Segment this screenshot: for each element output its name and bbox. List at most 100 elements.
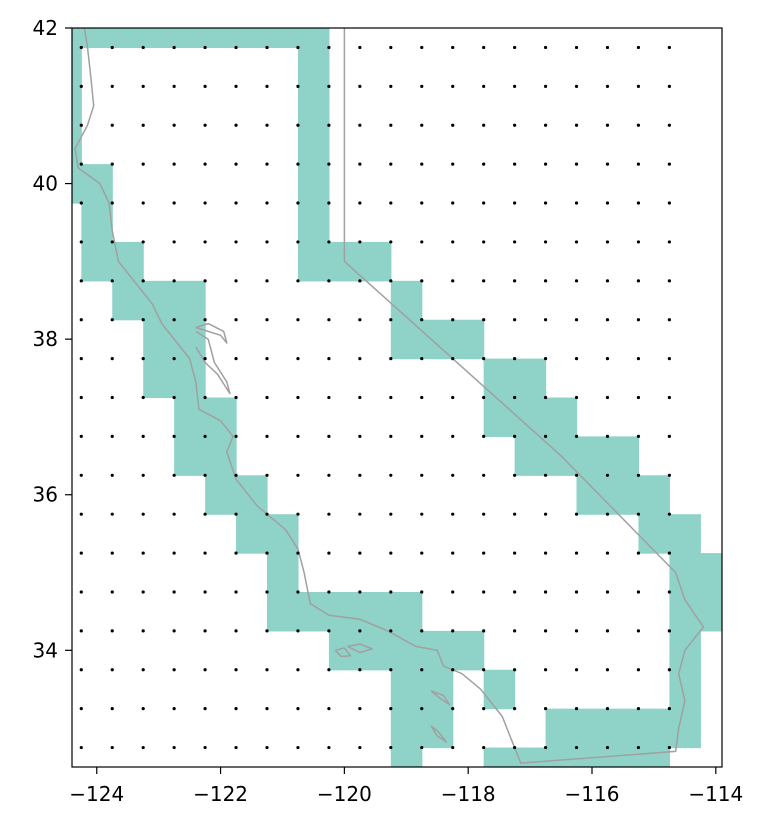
- highlighted-cells: [72, 28, 722, 767]
- grid-point: [420, 707, 424, 711]
- grid-point: [358, 45, 362, 50]
- grid-point: [203, 745, 207, 750]
- grid-cell: [390, 319, 423, 360]
- plot-area: [72, 28, 722, 767]
- grid-point: [265, 84, 269, 88]
- grid-point: [482, 201, 486, 205]
- grid-point: [420, 240, 424, 244]
- x-tick-label: −120: [317, 782, 372, 806]
- grid-point: [141, 279, 145, 283]
- grid-point: [327, 279, 331, 283]
- grid-point: [389, 162, 393, 166]
- grid-point: [110, 590, 114, 594]
- grid-cell: [390, 669, 423, 710]
- grid-cell: [421, 319, 454, 360]
- grid-point: [141, 318, 145, 322]
- grid-point: [296, 201, 300, 205]
- grid-point: [327, 707, 331, 711]
- grid-point: [482, 357, 486, 361]
- grid-point: [79, 668, 83, 672]
- grid-point: [513, 707, 517, 711]
- grid-point: [636, 629, 641, 633]
- grid-point: [110, 84, 114, 88]
- grid-point: [172, 395, 176, 400]
- grid-point: [543, 123, 548, 127]
- grid-point: [234, 318, 238, 322]
- grid-point: [203, 123, 207, 127]
- grid-point: [234, 512, 238, 516]
- x-axis: −124 −122 −120 −118 −116 −114: [69, 767, 743, 806]
- grid-point: [389, 357, 393, 361]
- grid-point: [574, 201, 579, 205]
- x-tick-label: −124: [69, 782, 124, 806]
- y-tick-label: 34: [33, 638, 58, 662]
- grid-point: [451, 240, 455, 244]
- grid-point: [389, 668, 393, 672]
- grid-point: [543, 707, 548, 711]
- grid-point: [667, 240, 671, 244]
- grid-point: [203, 279, 207, 283]
- grid-point: [451, 123, 455, 127]
- grid-point: [389, 45, 393, 50]
- x-tick-label: −122: [193, 782, 248, 806]
- grid-point: [636, 434, 641, 438]
- grid-point: [543, 473, 548, 477]
- grid-point: [513, 162, 517, 166]
- grid-cell: [669, 708, 701, 749]
- grid-cell: [421, 708, 454, 749]
- grid-point: [513, 551, 517, 555]
- santa-catalina-island-line: [430, 690, 451, 706]
- grid-point: [141, 240, 145, 244]
- grid-point: [234, 590, 238, 594]
- grid-point: [667, 473, 671, 477]
- grid-point: [327, 357, 331, 361]
- grid-point: [172, 745, 176, 750]
- y-tick-label: 40: [33, 172, 58, 196]
- grid-cell: [174, 280, 206, 321]
- grid-point: [636, 240, 641, 244]
- grid-point: [574, 395, 579, 400]
- grid-point: [79, 240, 83, 244]
- grid-point: [327, 162, 331, 166]
- grid-point: [513, 745, 517, 750]
- grid-point: [667, 395, 671, 400]
- grid-point: [234, 629, 238, 633]
- grid-point: [574, 279, 579, 283]
- grid-cell: [297, 164, 330, 204]
- grid-point: [110, 512, 114, 516]
- grid-point: [172, 123, 176, 127]
- grid-point: [296, 318, 300, 322]
- grid-cell: [452, 319, 485, 360]
- grid-point: [389, 395, 393, 400]
- grid-point: [296, 629, 300, 633]
- grid-point: [110, 434, 114, 438]
- grid-point: [79, 123, 83, 127]
- grid-point: [234, 551, 238, 555]
- grid-point: [172, 201, 176, 205]
- grid-point: [79, 201, 83, 205]
- grid-point: [234, 707, 238, 711]
- grid-cell: [236, 475, 268, 515]
- grid-cell: [297, 86, 330, 126]
- grid-point: [543, 512, 548, 516]
- grid-point: [451, 318, 455, 322]
- grid-point: [327, 629, 331, 633]
- grid-point: [451, 551, 455, 555]
- grid-point: [389, 745, 393, 750]
- grid-point: [420, 357, 424, 361]
- grid-point: [543, 240, 548, 244]
- grid-point: [172, 434, 176, 438]
- grid-point: [265, 434, 269, 438]
- grid-point: [358, 473, 362, 477]
- grid-point: [141, 512, 145, 516]
- grid-point: [296, 668, 300, 672]
- grid-point: [451, 45, 455, 50]
- grid-point: [636, 201, 641, 205]
- grid-cell: [545, 397, 578, 437]
- grid-cell: [483, 669, 516, 710]
- grid-point: [234, 357, 238, 361]
- grid-point: [141, 590, 145, 594]
- grid-point: [543, 668, 548, 672]
- grid-cell: [700, 553, 722, 593]
